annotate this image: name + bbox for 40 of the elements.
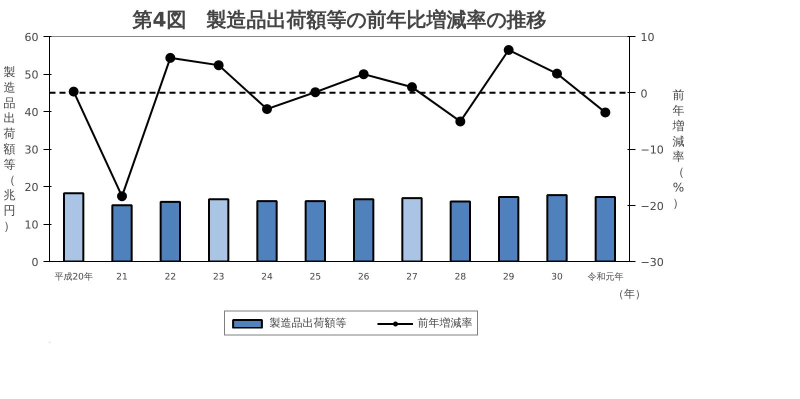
- x-tick-label: 28: [454, 272, 466, 282]
- x-tick-label: 26: [358, 272, 370, 282]
- point: [262, 104, 272, 114]
- legend-label: 前年増減率: [418, 316, 472, 330]
- x-tick-label: 平成20年: [54, 272, 93, 282]
- x-tick-label: 27: [406, 272, 418, 282]
- point: [214, 60, 224, 70]
- x-tick-label: 30: [551, 272, 563, 282]
- point: [358, 69, 369, 80]
- y-tick-label: 30: [24, 144, 39, 156]
- x-tick-label: 令和元年: [587, 272, 624, 282]
- y2-tick-label: −30: [640, 256, 664, 269]
- point: [407, 82, 417, 92]
- y2-tick-label: 0: [640, 87, 648, 100]
- x-tick-label: 22: [164, 272, 176, 282]
- y-tick-label: 40: [24, 106, 39, 119]
- point: [600, 107, 610, 118]
- legend-label: 製造品出荷額等: [270, 316, 346, 330]
- point: [117, 191, 127, 202]
- x-tick-label: 25: [310, 272, 322, 282]
- point: [552, 68, 562, 79]
- y2-tick-label: −20: [640, 200, 664, 213]
- y-tick-label: 50: [24, 68, 39, 82]
- point: [504, 45, 514, 55]
- y2-axis-title: 前年増減率（%）: [672, 88, 685, 210]
- y-tick-label: 10: [24, 218, 39, 232]
- chart-title: 第4図 製造品出荷額等の前年比増減率の推移: [132, 8, 546, 32]
- x-tick-label: 24: [261, 272, 273, 282]
- y2-tick-label: 10: [640, 31, 654, 44]
- point: [455, 116, 466, 126]
- y-tick-label: 20: [24, 181, 39, 194]
- x-tick-label: 29: [502, 272, 515, 282]
- point: [165, 52, 176, 63]
- y-tick-label: 60: [24, 31, 39, 44]
- x-axis-title: （年）: [613, 288, 646, 300]
- text: 製造品出荷額等（兆円）: [4, 65, 16, 233]
- x-tick-label: 23: [212, 272, 224, 282]
- y2-tick-label: −10: [640, 144, 664, 156]
- y-tick-label: 0: [32, 256, 38, 269]
- x-tick-label: 21: [116, 272, 128, 282]
